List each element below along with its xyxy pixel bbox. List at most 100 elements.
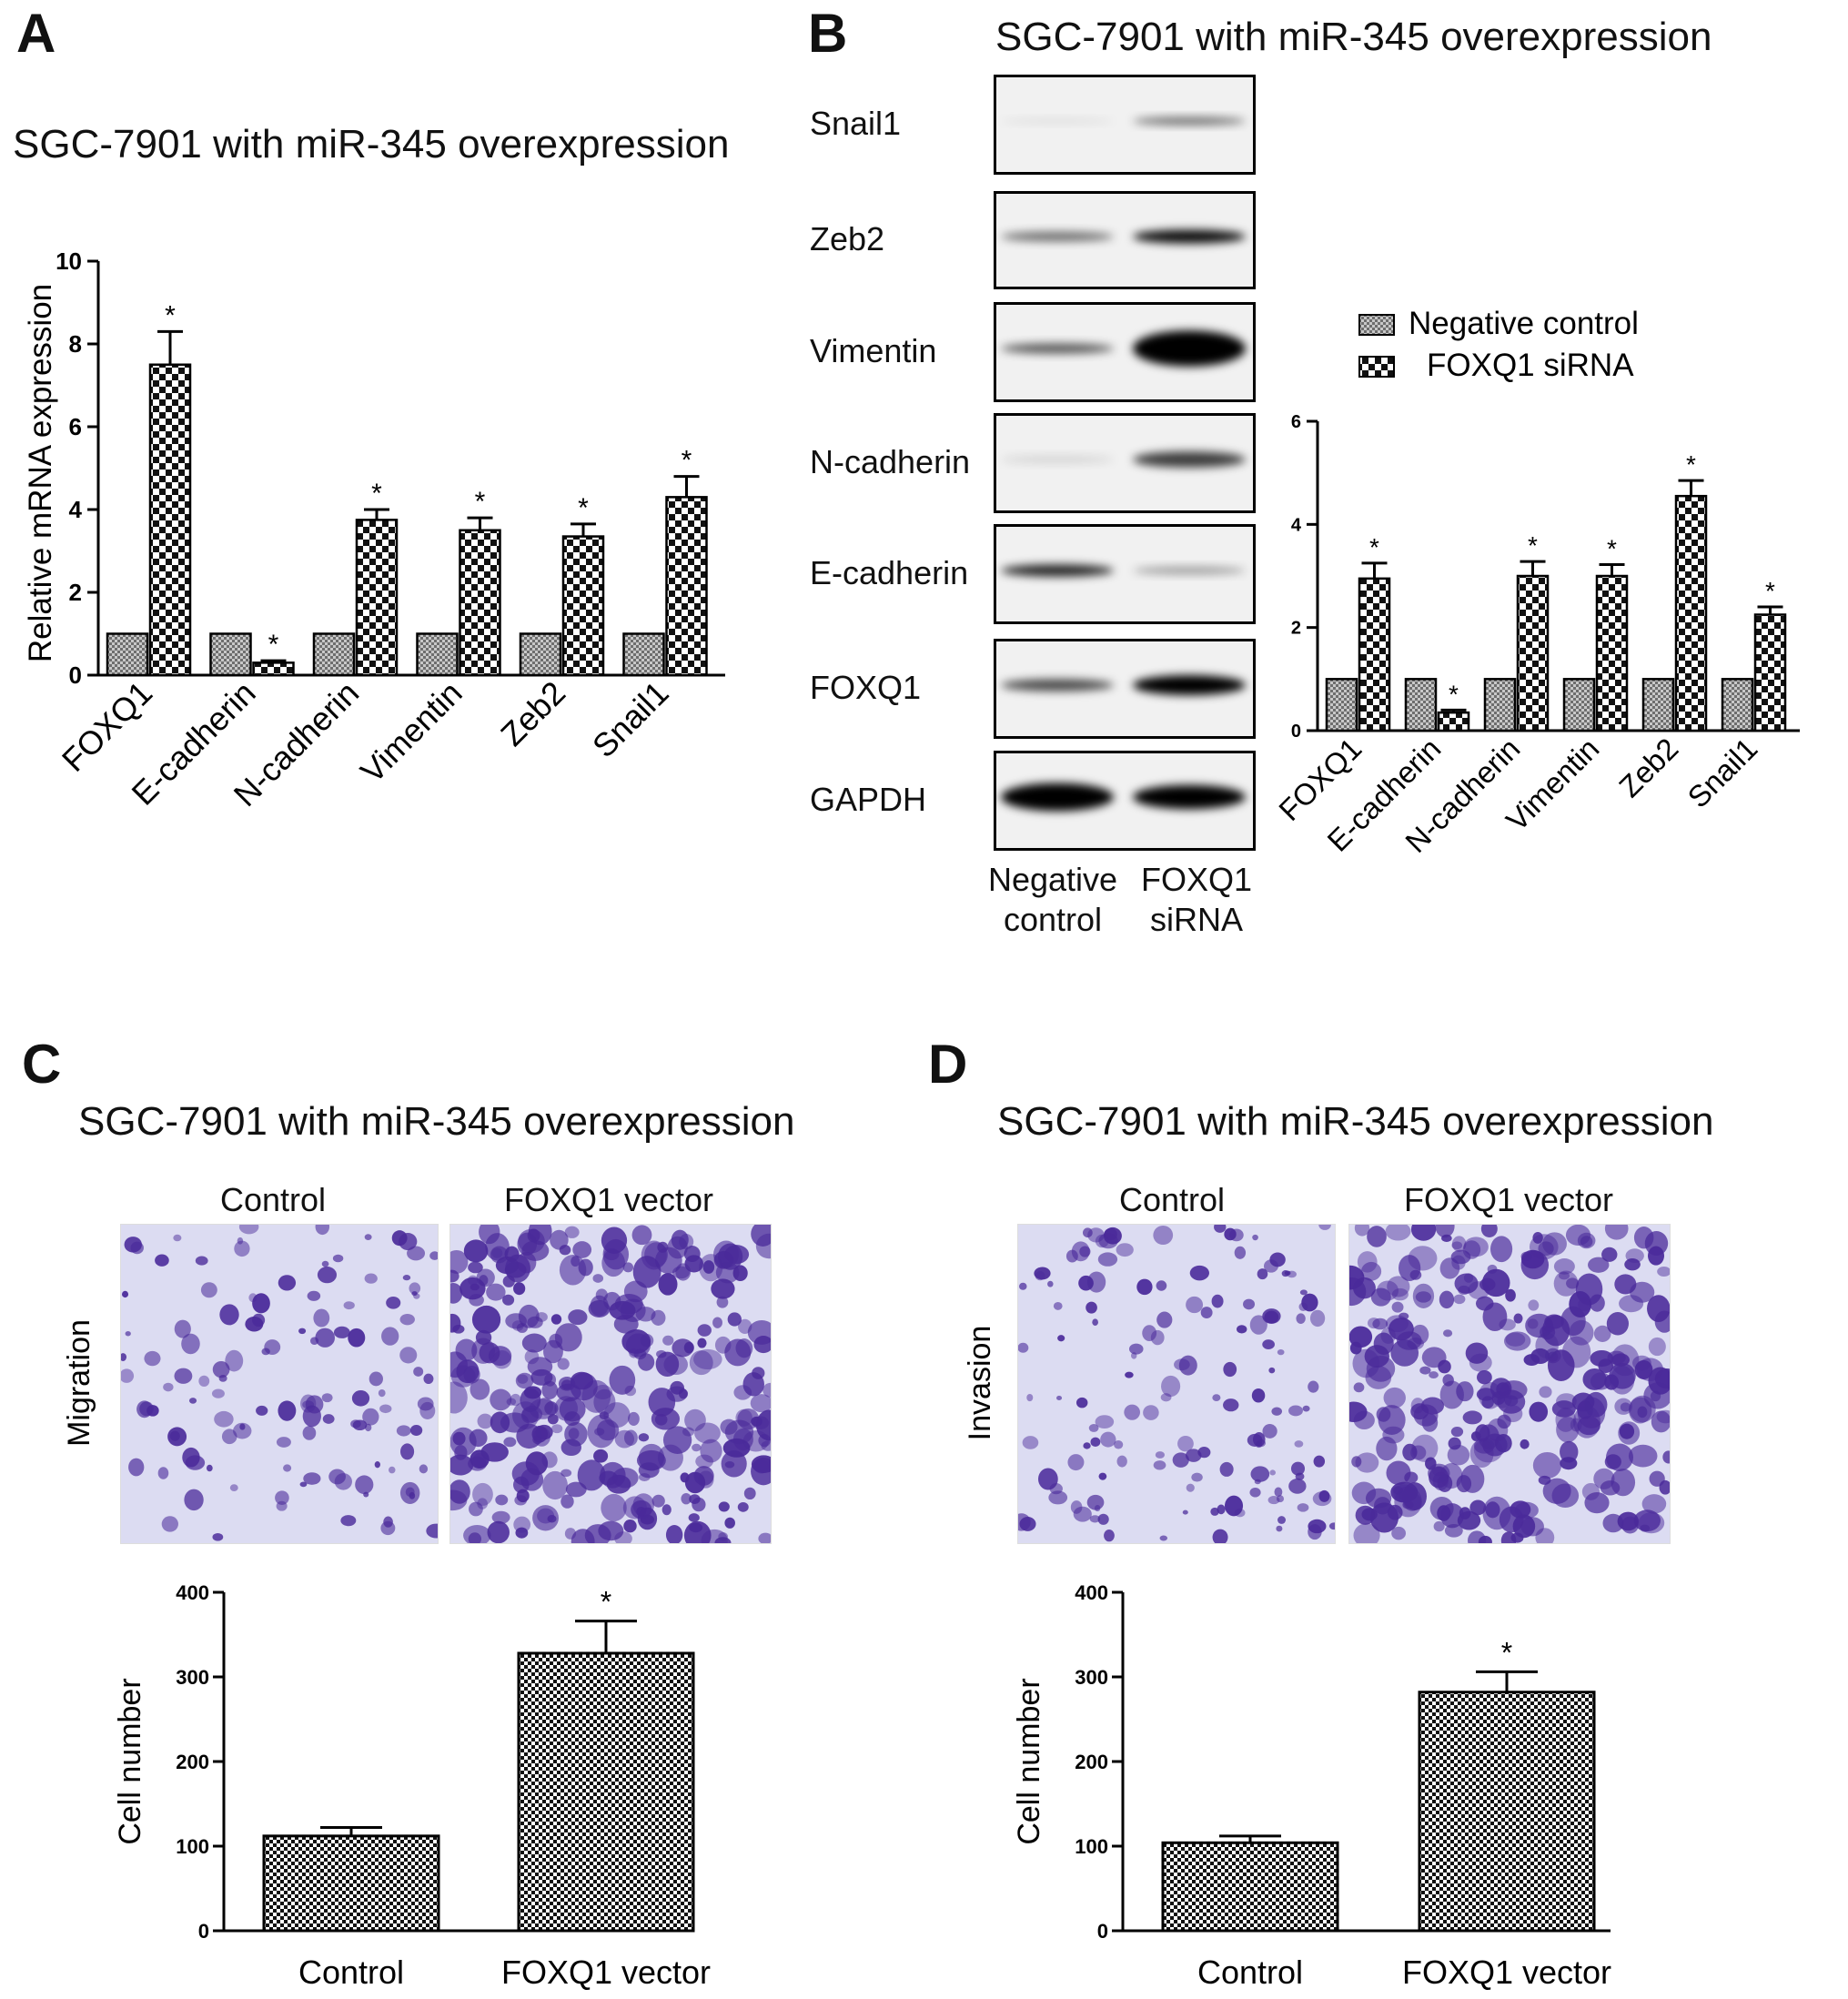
- bar: [1161, 1841, 1339, 1933]
- blot-strip: [994, 413, 1256, 513]
- stained-cell: [751, 1455, 771, 1473]
- stained-cell: [450, 1249, 469, 1274]
- stained-cell: [1382, 1426, 1405, 1444]
- stained-cell: [1475, 1296, 1494, 1311]
- stained-cell: [234, 1240, 250, 1257]
- stained-cell: [413, 1367, 424, 1377]
- stained-cell: [571, 1256, 581, 1267]
- stained-cell: [1460, 1464, 1485, 1493]
- stained-cell: [468, 1261, 483, 1274]
- stained-cell: [623, 1429, 638, 1446]
- stained-cell: [450, 1454, 474, 1476]
- stained-cell: [601, 1493, 627, 1522]
- bar: [355, 519, 399, 677]
- stained-cell: [1614, 1398, 1633, 1415]
- stained-cell: [1551, 1400, 1576, 1418]
- stained-cell: [256, 1405, 268, 1416]
- stained-cell: [665, 1524, 683, 1543]
- stained-cell: [1224, 1495, 1244, 1517]
- stained-cell: [1086, 1271, 1106, 1293]
- blot-row-label: N-cadherin: [810, 443, 971, 480]
- stained-cell: [1383, 1387, 1406, 1408]
- panel-letter-c: C: [22, 1034, 62, 1095]
- stained-cell: [487, 1520, 510, 1543]
- stained-cell: [1328, 1522, 1335, 1530]
- stained-cell: [206, 1464, 213, 1472]
- stained-cell: [551, 1424, 563, 1434]
- stained-cell: [1391, 1301, 1404, 1313]
- stained-cell: [1234, 1509, 1246, 1518]
- stained-cell: [1456, 1381, 1474, 1402]
- stained-cell: [317, 1267, 338, 1284]
- stained-cell: [1459, 1507, 1471, 1519]
- legend-swatch: [1358, 356, 1395, 378]
- stained-cell: [409, 1491, 416, 1499]
- stained-cell: [1439, 1290, 1455, 1309]
- stained-cell: [1308, 1519, 1327, 1534]
- stained-cell: [1296, 1313, 1306, 1324]
- stained-cell: [1566, 1277, 1580, 1289]
- photo-d-label-control: Control: [1118, 1181, 1226, 1218]
- y-axis-label: Cell number: [1012, 1678, 1046, 1844]
- stained-cell: [1185, 1449, 1202, 1462]
- stained-cell: [1217, 1504, 1226, 1515]
- y-tick-label: 400: [176, 1581, 209, 1604]
- stained-cell: [363, 1491, 369, 1498]
- stained-cell: [651, 1408, 681, 1430]
- stained-cell: [738, 1318, 752, 1334]
- stained-cell: [541, 1380, 559, 1399]
- stained-cell: [588, 1300, 611, 1318]
- panel-letter-d: D: [928, 1034, 968, 1095]
- stained-cell: [426, 1523, 438, 1539]
- stained-cell: [1276, 1495, 1285, 1503]
- blot-column-label-negative: Negative control: [985, 860, 1121, 940]
- stained-cell: [1047, 1280, 1054, 1287]
- stained-cell: [348, 1328, 366, 1348]
- stained-cell: [1172, 1452, 1189, 1468]
- stained-cell: [1092, 1318, 1098, 1327]
- chart-c: 0 100 200 300 400 Control * FOXQ1 vector Cell nu…: [113, 1581, 711, 1991]
- stained-cell: [1447, 1444, 1470, 1466]
- stained-cell: [379, 1404, 392, 1414]
- stained-cell: [399, 1313, 415, 1326]
- stained-cell: [212, 1533, 224, 1541]
- stained-cell: [1153, 1225, 1174, 1246]
- blot-band: [1001, 564, 1114, 577]
- y-tick-label: 4: [69, 496, 83, 523]
- y-tick-label: 10: [56, 247, 82, 275]
- blot-column-label-negative-line: Negative: [987, 861, 1118, 898]
- stained-cell: [332, 1254, 344, 1263]
- stained-cell: [1442, 1329, 1453, 1338]
- y-tick-label: 300: [1075, 1666, 1108, 1689]
- stained-cell: [697, 1324, 712, 1337]
- stained-cell: [651, 1494, 665, 1508]
- stained-cell: [1477, 1370, 1492, 1385]
- stained-cell: [1088, 1424, 1099, 1432]
- stained-cell: [1560, 1440, 1579, 1463]
- stained-cell: [1189, 1265, 1209, 1281]
- stained-cell: [1212, 1394, 1221, 1402]
- stained-cell: [689, 1350, 713, 1376]
- bar: [459, 529, 501, 677]
- blot-row-label: Zeb2: [810, 220, 885, 257]
- stained-cell: [657, 1444, 683, 1471]
- stained-cell: [1582, 1368, 1607, 1390]
- stained-cell: [1659, 1479, 1670, 1495]
- stained-cell: [1475, 1424, 1490, 1442]
- stained-cell: [521, 1240, 550, 1261]
- stained-cell: [702, 1260, 715, 1274]
- y-tick-label: 200: [176, 1751, 209, 1773]
- stained-cell: [1500, 1531, 1517, 1543]
- stained-cell: [309, 1337, 319, 1345]
- stained-cell: [1651, 1410, 1670, 1433]
- chart-b: 0246*FOXQ1*E-cadherin*N-cadherin*Vimenti…: [1272, 412, 1800, 859]
- stained-cell: [1577, 1232, 1596, 1249]
- stained-cell: [1487, 1264, 1498, 1275]
- stained-cell: [1412, 1283, 1435, 1308]
- stained-cell: [1391, 1526, 1407, 1540]
- stained-cell: [1302, 1405, 1310, 1412]
- stained-cell: [1624, 1257, 1641, 1271]
- stained-cell: [1086, 1301, 1097, 1314]
- stained-cell: [1262, 1308, 1281, 1324]
- stained-cell: [1476, 1388, 1496, 1401]
